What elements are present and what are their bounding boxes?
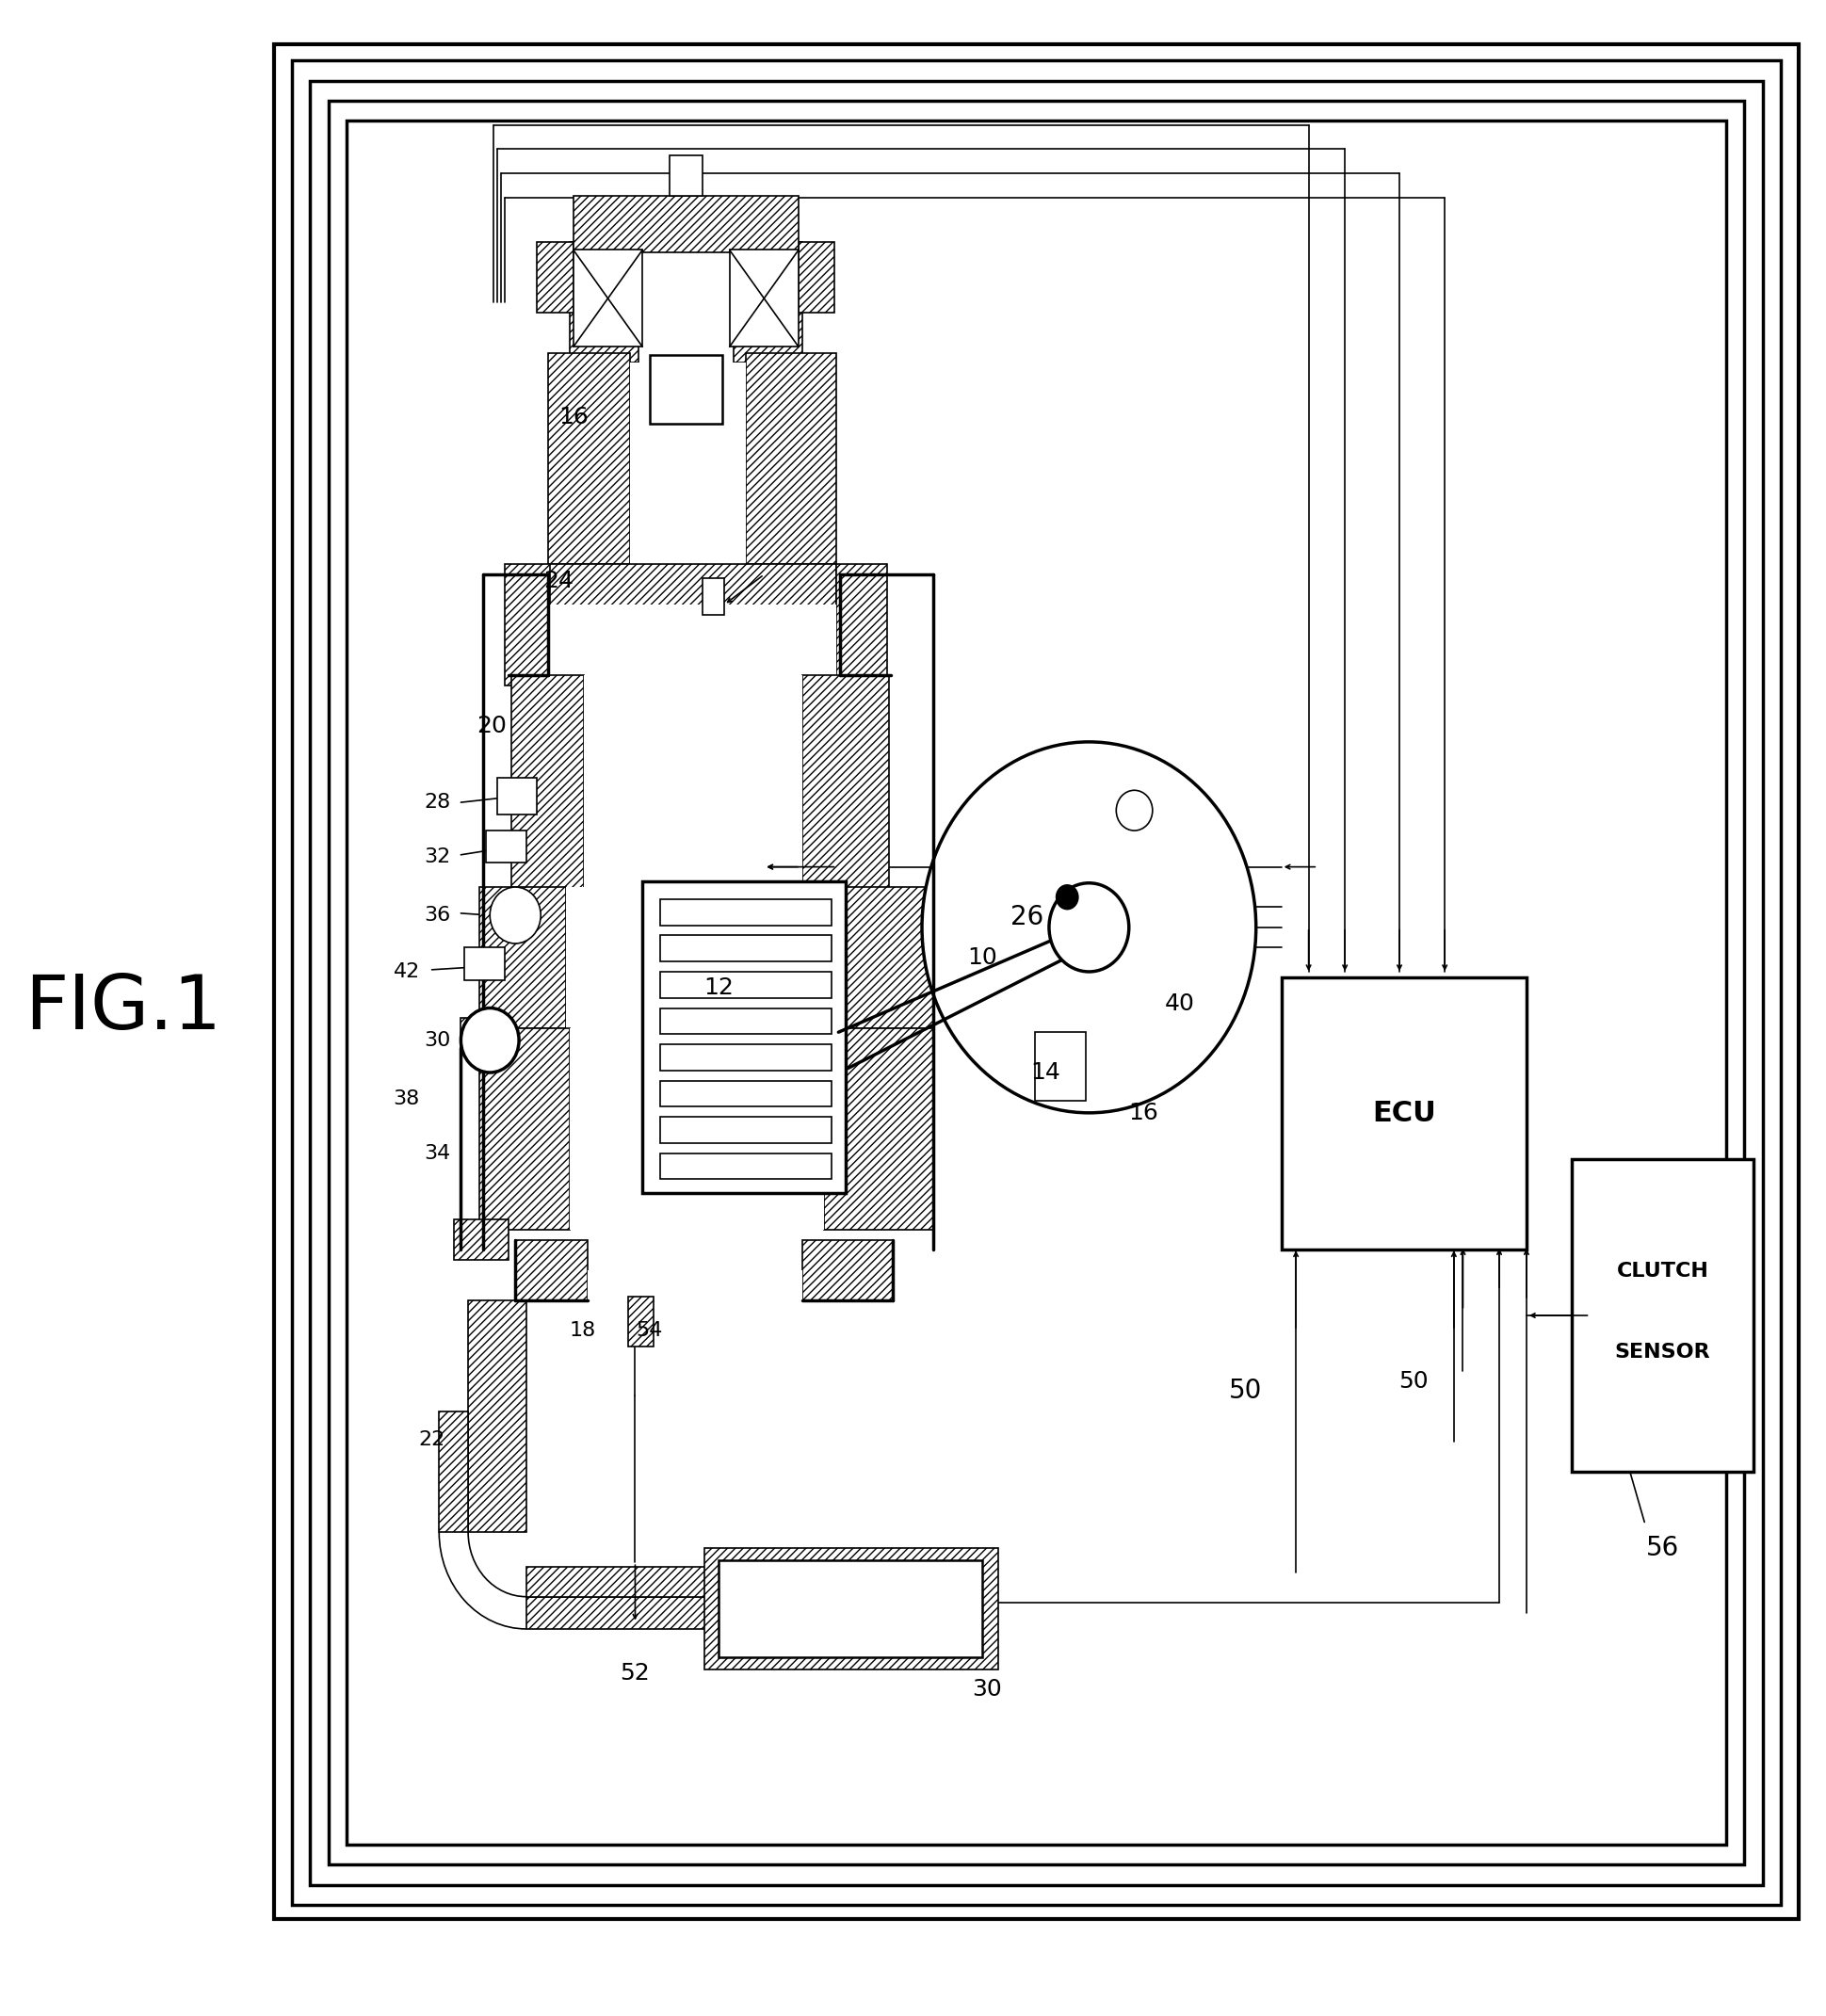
Bar [705, 1548, 999, 1669]
Bar [824, 887, 933, 1028]
Text: 10: 10 [968, 946, 997, 970]
Text: 14: 14 [1030, 1060, 1061, 1085]
Bar [661, 1044, 831, 1070]
Circle shape [460, 1008, 519, 1073]
Text: 50: 50 [1399, 1369, 1428, 1393]
Bar [802, 675, 889, 897]
Text: 30: 30 [973, 1677, 1002, 1702]
Text: 24: 24 [544, 569, 573, 593]
Bar [1035, 1032, 1085, 1101]
Bar [650, 355, 723, 423]
Bar [526, 1566, 889, 1597]
Bar [310, 81, 1762, 1885]
Bar [661, 1008, 831, 1034]
Text: FIG.1: FIG.1 [26, 972, 221, 1044]
Text: 18: 18 [570, 1320, 595, 1341]
Text: SENSOR: SENSOR [1614, 1343, 1711, 1361]
Bar [274, 44, 1799, 1919]
Bar [486, 831, 526, 863]
Bar [798, 242, 834, 312]
Bar [347, 121, 1726, 1845]
Bar [584, 675, 802, 897]
Bar [661, 972, 831, 998]
Bar [661, 1081, 831, 1107]
Bar [836, 564, 887, 685]
Bar [570, 242, 639, 363]
Text: 20: 20 [477, 714, 508, 738]
Bar [537, 242, 573, 312]
Bar [661, 1117, 831, 1143]
Text: 56: 56 [1645, 1534, 1680, 1562]
Circle shape [922, 742, 1256, 1113]
Bar [460, 1018, 511, 1048]
Bar [497, 778, 537, 814]
Text: ECU: ECU [1371, 1101, 1435, 1127]
Bar [1572, 1159, 1753, 1472]
Bar [478, 1028, 570, 1230]
Bar [504, 564, 550, 685]
Bar [661, 899, 831, 925]
Text: 26: 26 [1010, 903, 1044, 931]
Bar [672, 419, 701, 645]
Bar [661, 935, 831, 962]
Bar [824, 1028, 933, 1230]
Text: 50: 50 [1229, 1377, 1262, 1405]
Bar [566, 887, 824, 1028]
Bar [1282, 978, 1527, 1250]
Bar [550, 605, 836, 696]
Text: 28: 28 [424, 792, 451, 812]
Bar [588, 1270, 802, 1300]
Text: 38: 38 [393, 1089, 420, 1109]
Bar [670, 155, 703, 196]
Text: 30: 30 [424, 1030, 451, 1050]
Bar [548, 564, 836, 609]
Bar [526, 1597, 889, 1629]
Bar [630, 363, 745, 564]
Bar [548, 353, 630, 564]
Bar [734, 242, 802, 363]
Circle shape [489, 887, 540, 943]
Bar [802, 1240, 893, 1300]
Bar [515, 1240, 588, 1300]
Bar [292, 60, 1780, 1905]
Bar [719, 1560, 982, 1657]
Bar [573, 250, 643, 347]
Bar [719, 1562, 982, 1663]
Text: 54: 54 [635, 1320, 663, 1341]
Circle shape [1050, 883, 1128, 972]
Bar [661, 1153, 831, 1179]
Text: 40: 40 [1165, 992, 1194, 1016]
Bar [511, 675, 584, 897]
Text: 34: 34 [424, 1143, 451, 1163]
Bar [464, 948, 504, 980]
Text: 12: 12 [703, 976, 734, 1000]
Bar [453, 1220, 508, 1260]
Text: 32: 32 [424, 847, 451, 867]
Bar [745, 353, 836, 564]
Bar [573, 196, 798, 252]
Text: 42: 42 [393, 962, 420, 982]
Bar [730, 250, 798, 347]
Bar [438, 1411, 467, 1532]
Bar [643, 881, 845, 1193]
Text: CLUTCH: CLUTCH [1616, 1262, 1709, 1280]
Text: 52: 52 [621, 1661, 650, 1685]
Text: 36: 36 [424, 905, 451, 925]
Bar [570, 1028, 824, 1230]
Circle shape [1055, 885, 1077, 909]
Text: 22: 22 [418, 1429, 446, 1450]
Text: 16: 16 [559, 405, 588, 429]
Bar [478, 887, 566, 1028]
Bar [628, 1296, 654, 1347]
Text: 16: 16 [1128, 1101, 1158, 1125]
Bar [467, 1300, 526, 1532]
Circle shape [1116, 790, 1152, 831]
Bar [703, 579, 725, 615]
Bar [329, 101, 1744, 1865]
Bar [668, 419, 705, 645]
